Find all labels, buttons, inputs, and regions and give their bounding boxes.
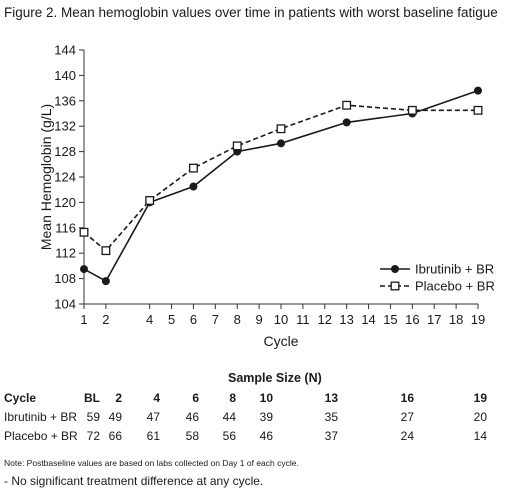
sample-size-header-cell: 2 (115, 391, 122, 405)
data-point-ibrutinib (342, 118, 351, 127)
x-tick-label: 14 (361, 312, 375, 327)
series-line-placebo (83, 104, 478, 252)
y-tick-label: 108 (54, 271, 76, 286)
sample-size-cell: 46 (185, 410, 199, 424)
sample-size-cell: 27 (400, 410, 414, 424)
sample-size-cell: 49 (108, 410, 122, 424)
x-axis-label: Cycle (263, 333, 298, 349)
sample-size-header-cell: 16 (400, 391, 414, 405)
x-tick-label: 2 (102, 312, 109, 327)
data-point-ibrutinib (80, 265, 88, 274)
data-point-placebo (145, 196, 155, 205)
sample-size-cell: 66 (108, 429, 122, 443)
x-tick-label: 15 (383, 312, 397, 327)
x-tick-label: 11 (296, 312, 310, 327)
data-point-placebo (188, 163, 198, 173)
chart-legend: Ibrutinib + BR Placebo + BR (380, 262, 495, 294)
data-point-placebo (101, 246, 111, 256)
legend-label-ibrutinib: Ibrutinib + BR (415, 262, 494, 277)
x-tick-label: 13 (339, 312, 353, 327)
sample-size-header-cell: 13 (324, 391, 338, 405)
footnote: - No significant treatment difference at… (4, 474, 264, 488)
y-axis-label: Mean Hemoglobin (g/L) (38, 104, 54, 250)
x-tick-label: 5 (168, 312, 175, 327)
data-point-ibrutinib (277, 139, 285, 148)
y-tick-label: 112 (55, 246, 76, 261)
sample-size-row-label: Placebo + BR (4, 429, 78, 443)
chart-series (79, 86, 483, 286)
y-tick-label: 124 (54, 170, 76, 185)
y-tick-label: 136 (54, 93, 76, 108)
sample-size-header-cell: 4 (153, 391, 160, 405)
x-tick-label: 4 (146, 312, 153, 327)
y-tick-label: 144 (54, 43, 76, 58)
x-tick-label: 8 (234, 312, 241, 327)
x-tick-label: 6 (190, 312, 197, 327)
data-point-ibrutinib (189, 182, 198, 191)
legend-marker-ibrutinib (391, 265, 399, 273)
data-point-placebo (232, 141, 242, 151)
y-tick-label: 120 (54, 195, 76, 210)
data-point-placebo (276, 124, 286, 134)
sample-size-cell: 58 (185, 429, 199, 443)
data-point-placebo (407, 105, 417, 115)
figure-title: Figure 2. Mean hemoglobin values over ti… (4, 5, 498, 20)
sample-size-cell: 56 (222, 429, 236, 443)
sample-size-header-cell: 6 (192, 391, 199, 405)
sample-size-header-cell: BL (84, 391, 100, 405)
x-tick-label: 1 (80, 312, 87, 327)
data-point-placebo (79, 227, 89, 237)
legend-marker-placebo (390, 281, 400, 291)
sample-size-cell: 14 (473, 429, 487, 443)
x-tick-label: 12 (318, 312, 332, 327)
sample-size-header-label: Cycle (4, 391, 37, 405)
sample-size-cell: 61 (146, 429, 160, 443)
y-tick-label: 104 (54, 297, 76, 312)
x-tick-label: 16 (405, 312, 419, 327)
sample-size-row-label: Ibrutinib + BR (4, 410, 78, 424)
y-tick-label: 132 (54, 119, 76, 134)
sample-size-header-cell: 10 (259, 391, 273, 405)
y-tick-label: 140 (54, 68, 76, 83)
table-note: Note: Postbaseline values are based on l… (4, 458, 299, 468)
series-line-ibrutinib (83, 89, 479, 283)
sample-size-header-cell: 19 (473, 391, 487, 405)
sample-size-cell: 46 (259, 429, 273, 443)
data-point-ibrutinib (474, 86, 482, 95)
y-tick-label: 128 (54, 144, 76, 159)
sample-size-cell: 39 (259, 410, 273, 424)
y-tick-label: 116 (55, 220, 76, 235)
data-point-placebo (342, 100, 352, 110)
sample-size-cell: 44 (222, 410, 236, 424)
sample-size-cell: 59 (86, 410, 100, 424)
sample-size-cell: 24 (400, 429, 414, 443)
x-tick-label: 19 (471, 312, 485, 327)
sample-size-cell: 72 (86, 429, 100, 443)
sample-size-cell: 20 (473, 410, 487, 424)
sample-size-cell: 47 (146, 410, 160, 424)
x-tick-label: 7 (212, 312, 219, 327)
x-tick-label: 10 (274, 312, 288, 327)
x-tick-label: 17 (427, 312, 441, 327)
data-point-placebo (473, 105, 483, 115)
sample-size-title: Sample Size (N) (228, 371, 322, 385)
legend-label-placebo: Placebo + BR (415, 279, 495, 294)
x-tick-label: 18 (449, 312, 463, 327)
sample-size-cell: 37 (324, 429, 338, 443)
data-point-ibrutinib (101, 277, 110, 286)
sample-size-cell: 35 (324, 410, 338, 424)
sample-size-header-cell: 8 (229, 391, 236, 405)
x-tick-label: 9 (255, 312, 262, 327)
